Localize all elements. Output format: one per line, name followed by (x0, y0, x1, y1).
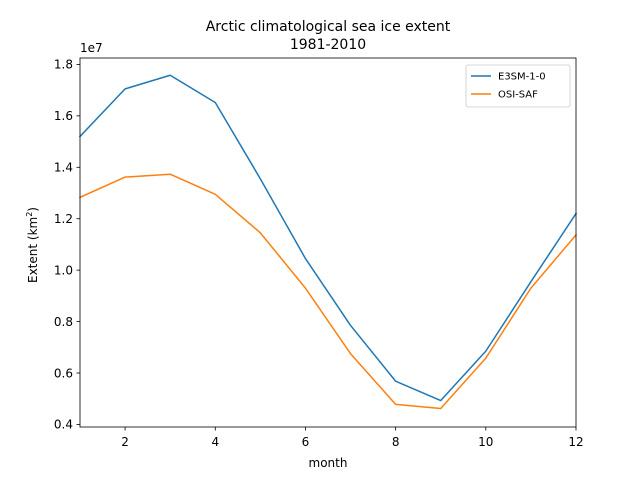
legend-label-2: OSI-SAF (498, 90, 538, 101)
y-axis-label-superscript: 2 (25, 212, 34, 217)
y-axis-ticks: 0.4 0.6 0.8 1.0 1.2 1.4 1.6 1.8 (54, 58, 80, 432)
y-tick-label: 1.0 (54, 263, 73, 277)
y-tick-label: 0.8 (54, 315, 73, 329)
series-line-2 (79, 173, 578, 410)
y-tick-label: 1.6 (54, 109, 73, 123)
x-tick-label: 4 (211, 435, 219, 449)
y-tick-label: 0.6 (54, 366, 73, 380)
x-tick-label: 6 (302, 435, 310, 449)
y-tick-label: 0.4 (54, 418, 73, 432)
y-tick-label: 1.8 (54, 58, 73, 72)
chart-title-line1: Arctic climatological sea ice extent (206, 19, 451, 35)
series-line-1 (78, 74, 578, 402)
plot-frame (79, 57, 577, 428)
y-axis-label: Extent (km2) (25, 207, 40, 283)
legend-label-1: E3SM-1-0 (498, 72, 546, 83)
y-tick-label: 1.2 (54, 212, 73, 226)
y-axis-label-close: ) (26, 207, 40, 212)
plot-area (78, 57, 578, 428)
legend-box (465, 64, 571, 108)
y-tick-label: 1.4 (54, 161, 73, 175)
x-tick-label: 2 (121, 435, 129, 449)
legend: E3SM-1-0 OSI-SAF (465, 64, 571, 108)
y-axis-label-main: Extent (km (26, 217, 40, 283)
x-tick-label: 10 (478, 435, 493, 449)
x-tick-label: 8 (392, 435, 400, 449)
x-axis-label: month (309, 456, 348, 470)
x-tick-label: 12 (568, 435, 583, 449)
y-offset-text: 1e7 (80, 41, 103, 55)
x-axis-ticks: 2 4 6 8 10 12 (121, 427, 584, 449)
chart-title-line2: 1981-2010 (290, 37, 366, 53)
